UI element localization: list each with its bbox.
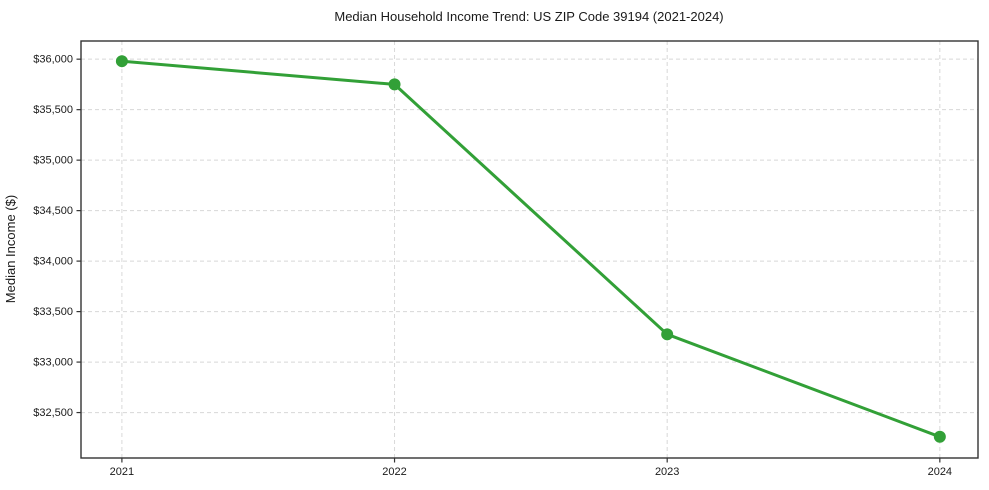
data-point-marker [933,430,946,443]
x-tick-label: 2023 [655,466,679,478]
axes: $32,500 $33,000 $33,500 $34,000 $34,500 $35,0… [33,40,979,478]
series-line [120,59,942,439]
y-tick-label: $34,000 [33,256,73,268]
x-tick-label: 2024 [928,466,952,478]
data-point-marker [115,55,128,68]
y-tick-label: $33,000 [33,357,73,369]
x-tick-label: 2021 [110,466,134,478]
y-tick-label: $35,500 [33,104,73,116]
data-series [115,55,946,443]
y-axis-label: Median Income ($) [3,195,18,303]
x-tick-label: 2022 [382,466,406,478]
y-tick-label: $35,000 [33,155,73,167]
y-tick-label: $33,500 [33,306,73,318]
y-tick-label: $36,000 [33,54,73,66]
data-point-marker [388,78,401,91]
gridlines [81,41,978,458]
y-tick-label: $32,500 [33,407,73,419]
y-tick-label: $34,500 [33,205,73,217]
chart-title: Median Household Income Trend: US ZIP Co… [334,9,723,24]
data-point-marker [661,328,674,341]
plot-border [80,40,979,459]
